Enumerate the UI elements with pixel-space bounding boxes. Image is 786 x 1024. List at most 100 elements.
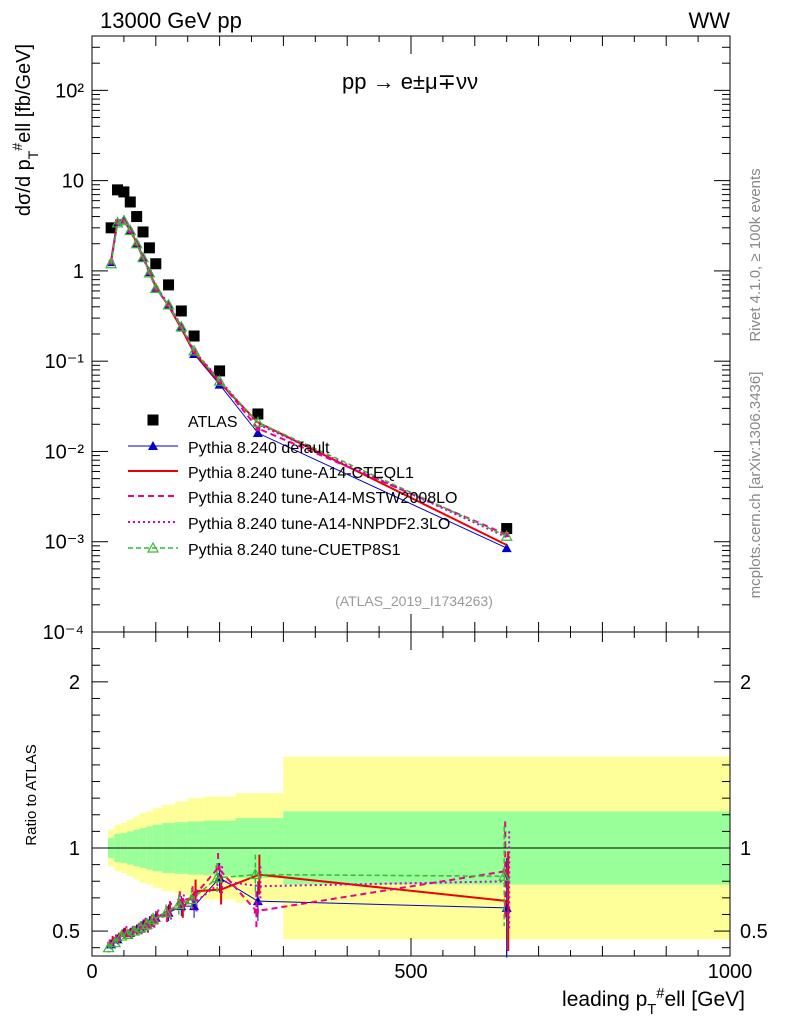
header-left: 13000 GeV pp	[100, 8, 242, 33]
main-series-cuetp8s1	[105, 214, 513, 541]
series-line	[110, 219, 508, 537]
rivet-label: Rivet 4.1.0, ≥ 100k events	[747, 168, 764, 341]
series-point	[115, 219, 121, 225]
data-point	[252, 408, 264, 420]
data-point	[118, 186, 130, 198]
series-point	[502, 868, 508, 874]
series-point	[137, 251, 150, 263]
data-point	[105, 222, 117, 234]
series-point	[105, 257, 118, 269]
series-point	[149, 282, 162, 293]
series-point	[147, 913, 160, 925]
series-point	[130, 237, 143, 249]
ratio-y-tick-label-right: 0.5	[740, 921, 768, 943]
data-point	[112, 184, 124, 196]
series-point	[215, 865, 221, 871]
legend-entry-nnpdf: Pythia 8.240 tune-A14-NNPDF2.3LO	[128, 516, 450, 533]
series-point	[166, 302, 172, 308]
series-point	[148, 441, 158, 450]
main-series	[105, 184, 513, 553]
ratio-axes: 0.5 0.5 1 1 2 2 0 500 1000	[52, 631, 768, 983]
legend-entry-cteql1: Pythia 8.240 tune-A14-CTEQL1	[128, 465, 414, 482]
legend-entry-data: ATLAS	[147, 414, 238, 431]
legend-entry-default: Pythia 8.240 default	[128, 440, 330, 457]
main-axes: 10⁻⁴ 10⁻³ 10⁻² 10⁻¹ 1 10 10²	[43, 35, 731, 644]
ratio-y-axis-label: Ratio to ATLAS	[23, 744, 40, 845]
series-point	[172, 898, 185, 910]
x-tick-label: 0	[86, 961, 97, 983]
ratio-y-tick-label-right: 2	[740, 672, 751, 694]
series-point	[501, 543, 512, 553]
data-point	[137, 226, 149, 238]
legend-label: Pythia 8.240 tune-A14-MSTW2008LO	[188, 490, 457, 507]
series-line	[113, 880, 510, 944]
ratio-y-tick-label: 0.5	[52, 921, 80, 943]
series-point	[249, 868, 262, 880]
series-point	[119, 931, 125, 937]
x-axis-label: leading pT#ell [GeV]	[562, 986, 745, 1018]
series-point	[124, 224, 137, 236]
analysis-id: (ATLAS_2019_I1734263)	[335, 593, 493, 609]
legend-label: Pythia 8.240 default	[188, 440, 330, 457]
main-y-tick-label: 10⁻⁴	[43, 622, 84, 644]
series-point	[498, 870, 511, 881]
series-point	[162, 298, 175, 310]
legend-entry-cuetp8s1: Pythia 8.240 tune-CUETP8S1	[128, 541, 401, 559]
series-point	[132, 928, 138, 934]
data-point	[188, 330, 200, 342]
ratio-y-tick-label: 1	[69, 838, 80, 860]
ratio-series-cuetp8s1	[102, 826, 511, 953]
process-label: pp → e±μ∓νν	[342, 69, 478, 94]
data-point	[163, 279, 175, 291]
legend-entry-mstw: Pythia 8.240 tune-A14-MSTW2008LO	[128, 490, 457, 507]
legend-label: ATLAS	[188, 414, 238, 431]
series-point	[185, 893, 198, 905]
legend-label: Pythia 8.240 tune-CUETP8S1	[188, 542, 401, 559]
main-y-tick-label: 10⁻³	[45, 532, 85, 554]
x-tick-label: 500	[394, 961, 427, 983]
series-point	[151, 918, 157, 924]
data-point	[214, 365, 226, 377]
series-point	[143, 266, 156, 278]
series-point	[146, 541, 160, 553]
series-point	[139, 925, 145, 931]
legend-label: Pythia 8.240 tune-A14-CTEQL1	[188, 465, 414, 482]
data-point	[150, 258, 162, 270]
data-point	[175, 305, 187, 317]
x-tick-label: 1000	[708, 961, 753, 983]
legend-label: Pythia 8.240 tune-A14-NNPDF2.3LO	[188, 516, 450, 533]
main-y-tick-label: 10	[62, 171, 84, 193]
series-point	[160, 906, 173, 918]
ratio-series	[102, 821, 512, 958]
ratio-y-tick-label: 2	[69, 672, 80, 694]
series-point	[175, 320, 188, 332]
data-point	[131, 211, 143, 223]
series-point	[117, 214, 130, 226]
series-point	[251, 416, 264, 427]
legend: ATLAS Pythia 8.240 default Pythia 8.240 tu…	[128, 414, 457, 559]
series-point	[164, 911, 170, 917]
series-point	[252, 428, 263, 438]
series-point	[500, 530, 513, 541]
series-point	[504, 532, 510, 538]
series-point	[145, 923, 151, 929]
ratio-y-tick-label-right: 1	[740, 838, 751, 860]
series-point	[255, 425, 261, 431]
main-y-tick-label: 10⁻¹	[45, 351, 85, 373]
series-line	[110, 219, 508, 536]
data-point	[143, 242, 155, 254]
data-point	[147, 414, 159, 426]
data-point	[501, 523, 513, 535]
series-point	[188, 344, 201, 356]
main-y-axis-label: dσ/d pT#ell [fb/GeV]	[9, 44, 41, 216]
series-point	[253, 908, 259, 914]
series-point	[109, 936, 122, 948]
series-point	[213, 374, 226, 386]
series-line	[109, 866, 506, 946]
series-point	[211, 871, 224, 883]
data-point	[124, 196, 136, 208]
main-series-data	[105, 184, 513, 535]
main-y-tick-label: 10⁻²	[45, 441, 85, 463]
header-right: WW	[688, 8, 730, 33]
main-y-tick-label: 1	[73, 261, 84, 283]
